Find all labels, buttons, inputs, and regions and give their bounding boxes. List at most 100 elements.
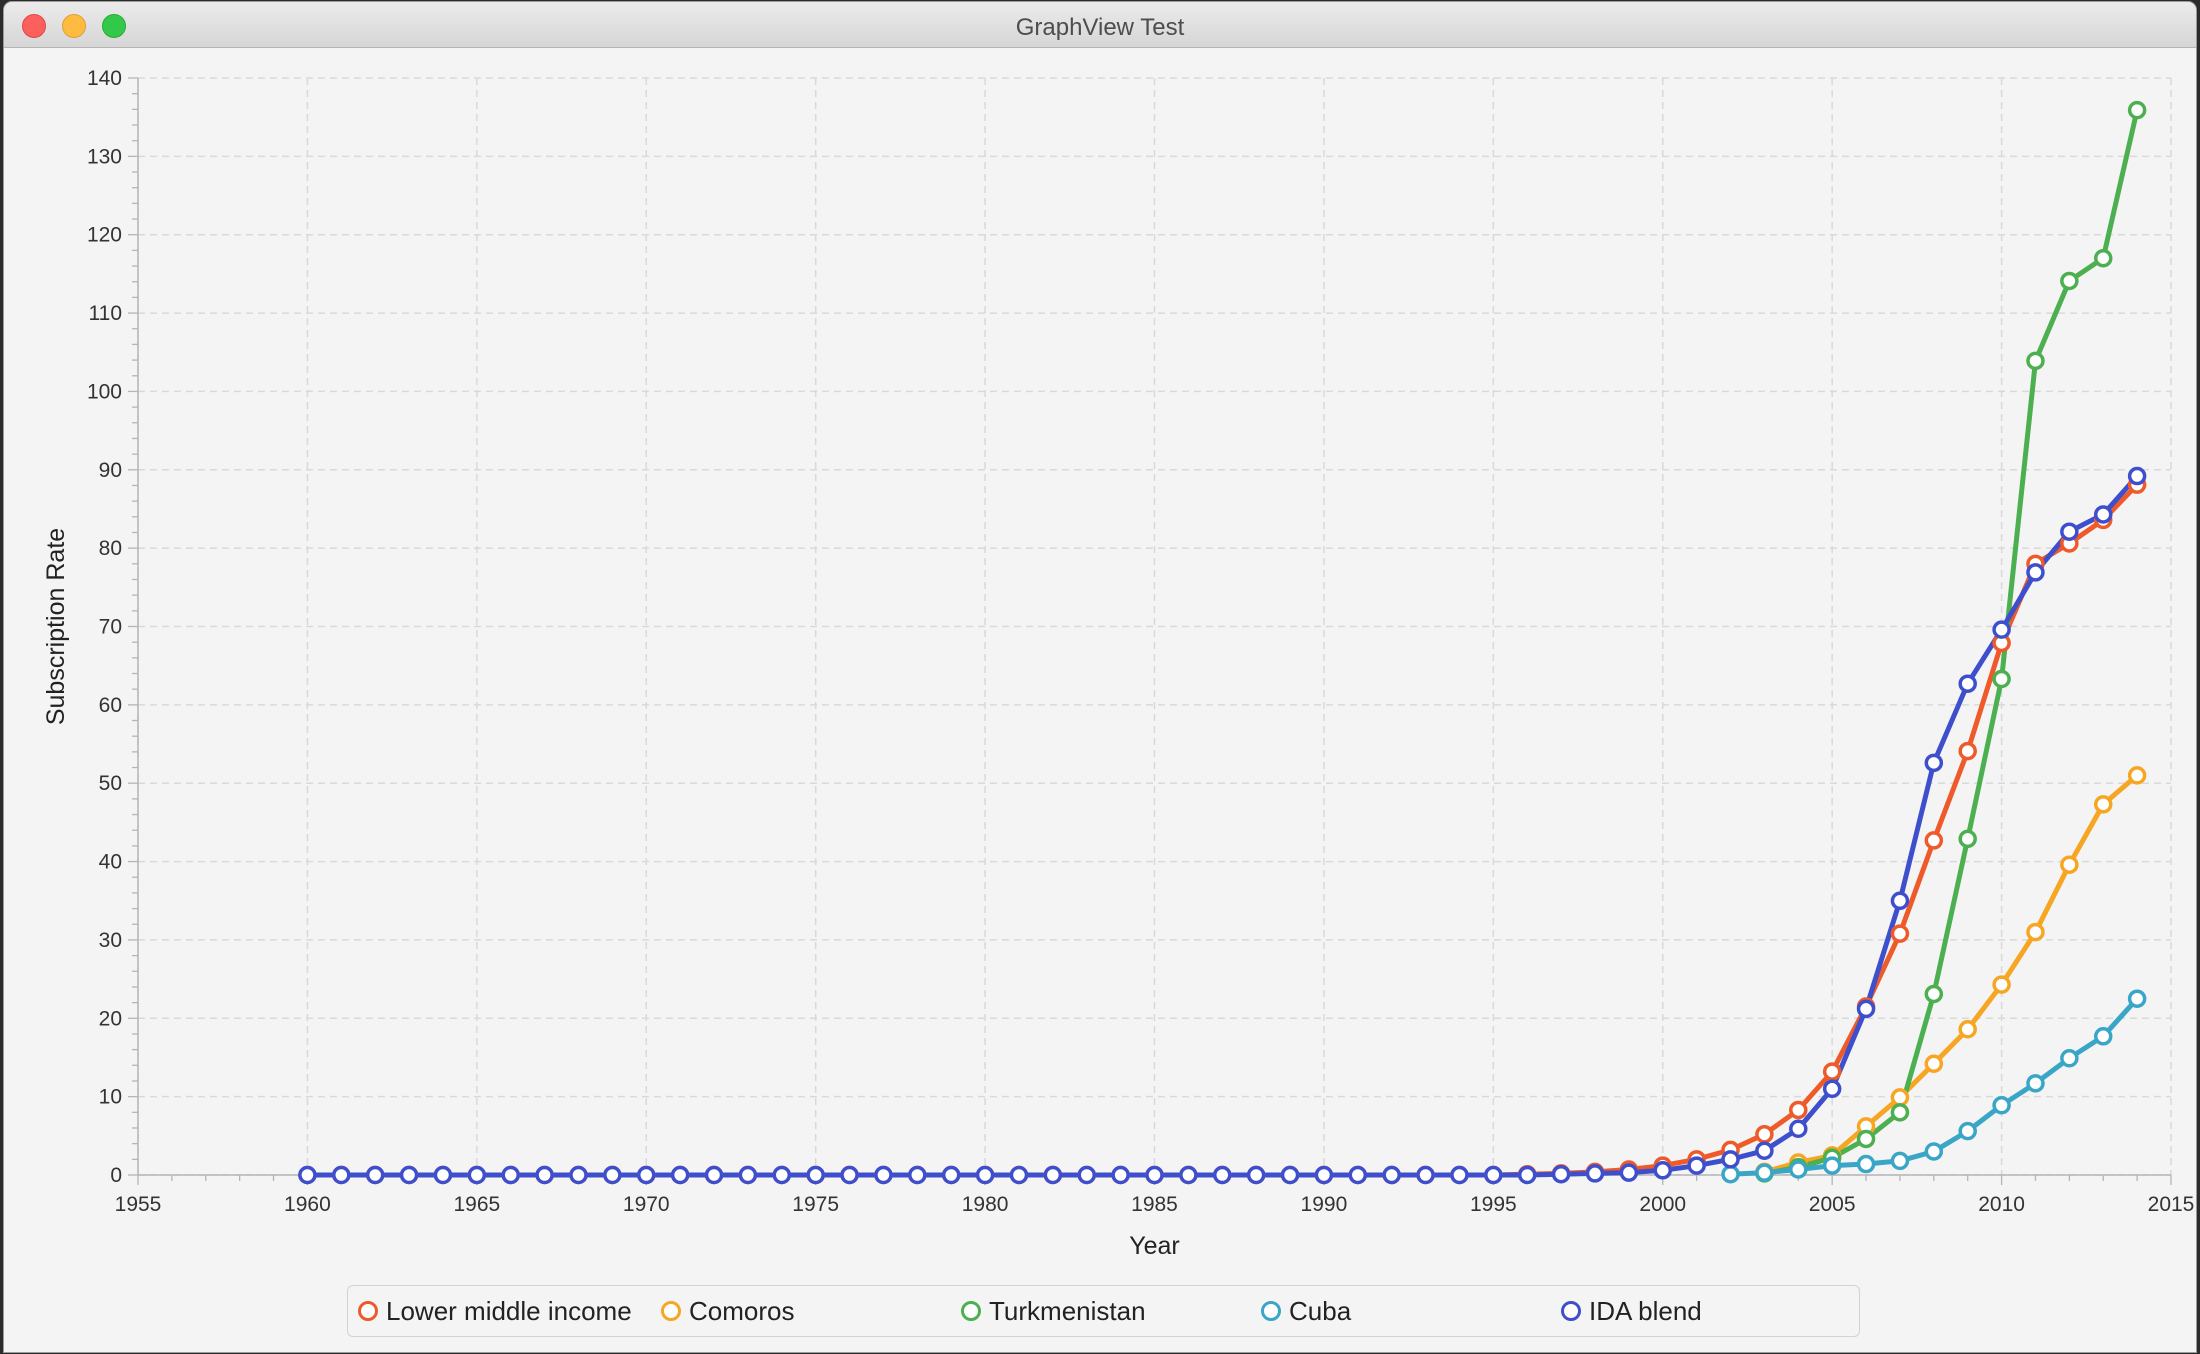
data-point: [1924, 1142, 1944, 1161]
data-point: [1992, 1096, 2011, 1115]
data-point: [603, 1165, 622, 1185]
data-point: [1992, 620, 2011, 639]
data-point: [365, 1165, 385, 1185]
data-point: [1348, 1165, 1368, 1185]
legend-swatch-comoros: [661, 1301, 681, 1321]
data-point: [1721, 1164, 1740, 1184]
y-tick-label: 20: [99, 1007, 122, 1030]
x-tick-label: 1995: [1470, 1193, 1517, 1216]
data-point: [874, 1165, 893, 1185]
legend-item-comoros: Comoros: [661, 1286, 794, 1336]
data-point: [1145, 1165, 1164, 1185]
data-point: [1179, 1165, 1198, 1185]
y-tick-label: 30: [99, 929, 122, 952]
data-point: [704, 1165, 724, 1185]
data-point: [1653, 1161, 1672, 1180]
x-tick-label: 1980: [962, 1193, 1009, 1216]
data-point: [2127, 989, 2147, 1008]
legend-label: Comoros: [689, 1295, 795, 1326]
data-point: [399, 1165, 419, 1185]
data-point: [2093, 505, 2113, 524]
data-point: [1789, 1119, 1808, 1139]
data-point: [2127, 466, 2147, 486]
legend-item-turkmenistan: Turkmenistan: [961, 1286, 1146, 1336]
data-point: [1755, 1141, 1774, 1160]
data-point: [1890, 1151, 1910, 1171]
data-point: [1789, 1100, 1808, 1120]
legend-label: IDA blend: [1589, 1295, 1702, 1326]
x-tick-label: 1965: [453, 1193, 500, 1216]
data-point: [1924, 831, 1944, 850]
data-point: [2026, 351, 2045, 371]
data-point: [1619, 1163, 1639, 1182]
data-point: [908, 1165, 927, 1185]
legend-label: Lower middle income: [386, 1295, 632, 1326]
data-point: [1789, 1160, 1808, 1179]
data-point: [2060, 855, 2079, 874]
data-point: [1958, 1121, 1977, 1141]
data-point: [1416, 1165, 1435, 1185]
y-axis-title: Subscription Rate: [42, 528, 70, 725]
y-tick-label: 140: [87, 67, 122, 90]
x-tick-label: 2010: [1978, 1193, 2025, 1216]
y-tick-label: 120: [87, 224, 122, 247]
data-point: [1958, 1020, 1977, 1039]
data-point: [1992, 669, 2011, 689]
data-point: [1721, 1150, 1740, 1169]
close-window-button[interactable]: [22, 14, 46, 38]
app-window: GraphView Test 1955 1960 1965 1970 1975 1980 1…: [4, 2, 2196, 1352]
data-point: [1585, 1164, 1605, 1183]
x-tick-label: 1985: [1131, 1193, 1178, 1216]
data-point: [975, 1165, 995, 1185]
x-tick-label: 2000: [1639, 1193, 1686, 1216]
data-point: [1890, 1103, 1910, 1122]
data-point: [1958, 674, 1977, 693]
data-point: [1822, 1156, 1842, 1175]
y-tick-label: 10: [99, 1086, 122, 1109]
data-point: [2093, 248, 2113, 268]
maximize-window-button[interactable]: [102, 14, 126, 38]
data-point: [1484, 1165, 1503, 1185]
data-point: [1992, 975, 2011, 994]
legend-swatch-ida-blend: [1561, 1301, 1581, 1321]
data-point: [1924, 1054, 1944, 1073]
data-point: [1009, 1165, 1029, 1185]
legend-swatch-cuba: [1261, 1301, 1281, 1321]
y-tick-label: 0: [110, 1164, 122, 1187]
legend-label: Turkmenistan: [989, 1295, 1146, 1326]
data-point: [2093, 1027, 2113, 1046]
data-point: [1755, 1125, 1774, 1144]
data-point: [2026, 563, 2045, 582]
y-tick-label: 80: [99, 537, 122, 560]
data-point: [2026, 922, 2045, 942]
data-point: [1755, 1163, 1774, 1182]
series-line: [1761, 107, 2140, 1176]
data-point: [1924, 753, 1944, 773]
data-point: [1246, 1165, 1266, 1185]
data-point: [298, 1165, 317, 1185]
data-point: [1856, 1154, 1876, 1174]
x-tick-label: 1975: [792, 1193, 839, 1216]
legend-item-cuba: Cuba: [1261, 1286, 1351, 1336]
legend-item-lower-middle-income: Lower middle income: [358, 1286, 632, 1336]
data-point: [840, 1165, 859, 1185]
data-point: [1111, 1165, 1130, 1185]
legend-item-ida-blend: IDA blend: [1561, 1286, 1702, 1336]
y-tick-label: 70: [99, 616, 122, 639]
y-tick-label: 40: [99, 851, 122, 874]
x-tick-label: 1970: [623, 1193, 670, 1216]
minimize-window-button[interactable]: [62, 14, 86, 38]
data-point: [1822, 1062, 1842, 1081]
data-point: [569, 1165, 588, 1185]
y-tick-label: 50: [99, 772, 122, 795]
data-point: [1314, 1165, 1334, 1185]
title-bar[interactable]: GraphView Test: [4, 2, 2196, 48]
x-axis-title: Year: [1129, 1232, 1180, 1260]
data-point: [1856, 1129, 1876, 1149]
data-point: [670, 1165, 690, 1185]
data-point: [1958, 829, 1977, 849]
data-point: [2060, 271, 2079, 291]
y-tick-label: 90: [99, 459, 122, 482]
data-point: [467, 1165, 487, 1185]
data-point: [2127, 100, 2147, 120]
